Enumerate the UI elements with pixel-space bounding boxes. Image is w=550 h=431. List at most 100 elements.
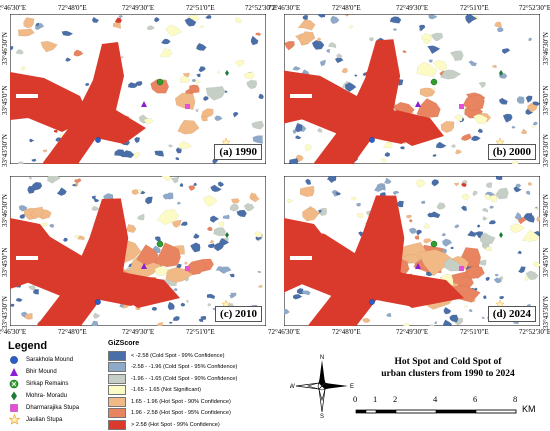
cluster-patch bbox=[153, 16, 160, 23]
cluster-patch bbox=[196, 42, 207, 51]
cluster-patch bbox=[481, 316, 485, 320]
cluster-patch bbox=[172, 316, 180, 322]
panel-label: (a) 1990 bbox=[214, 144, 262, 160]
cluster-patch bbox=[180, 221, 188, 226]
coordinate-label: 72°52'30"E bbox=[518, 328, 550, 336]
cluster-patch bbox=[431, 179, 440, 187]
road-segment bbox=[16, 94, 38, 98]
cluster-patch bbox=[191, 78, 196, 82]
cluster-patch bbox=[482, 216, 488, 221]
cluster-patch bbox=[493, 277, 503, 284]
coordinate-label: 72°48'0"E bbox=[58, 4, 87, 12]
gizscore-swatch bbox=[108, 350, 126, 361]
cluster-patch bbox=[345, 14, 349, 17]
cluster-patch bbox=[393, 190, 400, 196]
cluster-patch bbox=[188, 185, 196, 191]
cluster-patch bbox=[294, 122, 303, 133]
coordinate-label: 33°46'30"N bbox=[1, 194, 9, 227]
cluster-patch bbox=[49, 223, 55, 228]
cluster-patch bbox=[305, 178, 312, 185]
cluster-patch bbox=[168, 144, 174, 148]
hotspot-cluster bbox=[440, 120, 455, 134]
cluster-patch bbox=[292, 66, 301, 71]
gizscore-class: < -2.58 (Cold Spot - 99% Confidence) bbox=[108, 350, 224, 361]
cluster-patch bbox=[451, 144, 456, 148]
mohra-moradu-icon bbox=[499, 232, 503, 238]
cluster-patch bbox=[296, 288, 304, 295]
cluster-patch bbox=[180, 75, 191, 83]
urban-clusters bbox=[284, 176, 540, 326]
cluster-patch bbox=[527, 182, 532, 186]
neutral-cluster bbox=[205, 86, 226, 101]
cluster-patch bbox=[484, 194, 492, 201]
cluster-patch bbox=[157, 322, 163, 326]
cluster-patch bbox=[198, 318, 204, 323]
neutral-cluster bbox=[430, 32, 444, 42]
coordinate-label: 72°46'30"E bbox=[268, 4, 301, 12]
hotspot-cluster bbox=[154, 242, 181, 268]
hotspot-cluster bbox=[40, 40, 58, 53]
cluster-patch bbox=[326, 176, 337, 181]
neutral-cluster bbox=[229, 203, 239, 212]
cluster-patch bbox=[292, 129, 297, 135]
cluster-patch bbox=[488, 220, 497, 225]
hotspot-cluster bbox=[23, 17, 35, 29]
bhir-mound-icon bbox=[141, 263, 147, 269]
cluster-patch bbox=[20, 66, 26, 71]
cluster-patch bbox=[311, 40, 325, 50]
west-label: W bbox=[290, 384, 295, 390]
coordinate-label: 72°48'0"E bbox=[332, 4, 361, 12]
hotspot-cluster bbox=[417, 249, 454, 277]
cluster-patch bbox=[145, 196, 153, 205]
cluster-patch bbox=[515, 183, 522, 188]
cluster-patch bbox=[383, 141, 393, 149]
cluster-patch bbox=[28, 176, 32, 180]
gizscore-swatch bbox=[108, 385, 126, 395]
scale-tick: 1 bbox=[373, 394, 378, 404]
cluster-patch bbox=[443, 307, 452, 315]
cluster-patch bbox=[243, 203, 255, 212]
coordinate-label: 72°51'0"E bbox=[460, 328, 489, 336]
cluster-patch bbox=[184, 17, 197, 27]
cluster-patch bbox=[15, 297, 23, 302]
neutral-cluster bbox=[510, 223, 525, 234]
bottom-section: Legend Sarakhola Mound Bhir Mound Sirkap… bbox=[0, 338, 550, 431]
map-panel-a: (a) 1990 bbox=[10, 14, 266, 164]
coordinate-label: 72°52'30"E bbox=[518, 4, 550, 12]
scale-tick: 2 bbox=[393, 394, 398, 404]
neutral-cluster bbox=[525, 270, 539, 281]
panel-label: (c) 2010 bbox=[215, 306, 262, 322]
cluster-patch bbox=[427, 45, 441, 55]
urban-core bbox=[10, 72, 90, 132]
gizscore-label: 1.96 - 2.58 (Hot Spot - 95% Confidence) bbox=[131, 410, 231, 416]
cluster-patch bbox=[356, 213, 364, 218]
gizscore-label: > 2.58 (Hot Spot - 99% Confidence) bbox=[131, 421, 220, 428]
mohra-moradu-icon bbox=[499, 70, 503, 76]
coordinate-label: 72°48'0"E bbox=[332, 328, 361, 336]
cluster-patch bbox=[317, 209, 322, 213]
cluster-patch bbox=[258, 284, 263, 288]
cluster-patch bbox=[205, 15, 212, 19]
cluster-patch bbox=[253, 231, 262, 238]
gizscore-label: < -2.58 (Cold Spot - 99% Confidence) bbox=[131, 352, 225, 359]
cluster-patch bbox=[455, 149, 463, 155]
cluster-patch bbox=[154, 236, 161, 242]
cluster-patch bbox=[200, 315, 207, 320]
hotspot-cluster bbox=[416, 98, 441, 118]
hotspot-cluster bbox=[403, 254, 419, 264]
cluster-patch bbox=[466, 230, 477, 237]
legend-title: Legend bbox=[8, 340, 48, 352]
cluster-patch bbox=[229, 294, 234, 299]
cluster-patch bbox=[477, 224, 481, 228]
cluster-patch bbox=[495, 176, 503, 181]
urban-core bbox=[284, 229, 373, 301]
cluster-patch bbox=[292, 294, 303, 300]
scale-tick: 8 bbox=[513, 394, 518, 404]
dharmarajika-stupa-icon bbox=[185, 266, 190, 271]
legend-item-sirkap: Sirkap Remains bbox=[8, 378, 68, 389]
cluster-patch bbox=[389, 16, 402, 24]
cluster-patch bbox=[403, 323, 410, 326]
cluster-patch bbox=[453, 182, 459, 187]
urban-core bbox=[10, 231, 96, 299]
neutral-cluster bbox=[251, 120, 265, 130]
